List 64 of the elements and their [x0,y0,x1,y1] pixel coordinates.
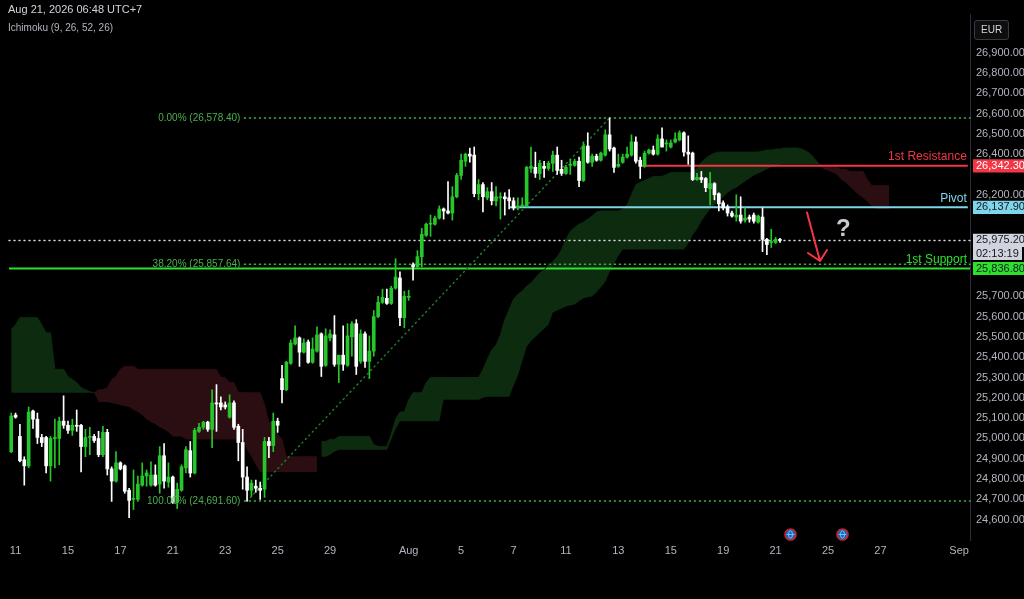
x-tick-label: 21 [166,543,179,556]
x-tick-label: 17 [114,543,127,556]
x-tick-label: 25 [271,543,284,556]
candlestick [267,437,271,459]
ref-line-label: 1st Support [905,251,968,266]
annotation: Ichimoku (9, 26, 52, 26) [8,22,114,34]
candlestick [411,262,415,281]
y-tick-label: 26,800.00 [976,65,1024,78]
y-tick-label: 25,500.00 [976,329,1024,342]
x-tick-label: 15 [664,543,677,556]
x-tick-label: 25 [821,543,835,556]
annotation: Aug 21, 2026 06:48 UTC+7 [8,3,143,16]
y-tick-label: 26,400.00 [976,147,1024,160]
x-tick-label: 15 [61,543,75,556]
y-tick-label: 26,200.00 [976,187,1024,200]
x-tick-label: 23 [219,543,232,556]
y-tick-label: 25,700.00 [976,289,1024,302]
annotation: ? [836,214,851,242]
y-tick-label: 24,600.00 [976,512,1024,525]
y-tick-label: 26,700.00 [976,86,1024,99]
y-tick-label: 25,100.00 [976,411,1024,424]
candlestick [738,196,743,224]
y-tick-label: 25,000.00 [976,431,1024,444]
y-tick-label: 26,600.00 [976,106,1024,119]
x-tick-label: 21 [769,543,782,556]
y-tick-label: 25,300.00 [976,370,1024,383]
x-tick-label: 11 [560,543,572,556]
candlestick [542,160,546,178]
x-tick-label: 27 [874,543,887,556]
x-tick-label: Sep [949,543,969,556]
y-tick-label: 25,975.20 [976,233,1024,246]
candlestick [708,172,712,206]
y-tick-label: 25,400.00 [976,350,1024,363]
series-label: 1st Resistance [888,149,968,164]
y-tick-label: 24,700.00 [976,492,1024,505]
y-tick-label: 26,900.00 [976,45,1024,58]
candlestick [502,192,507,216]
y-tick-label: 25,200.00 [976,390,1024,403]
text: EUR [974,20,1010,40]
candlestick [568,158,573,175]
series-label: Pivot [940,190,968,205]
candlestick [87,426,92,456]
candlestick [53,418,57,469]
candlestick [494,186,498,207]
y-tick-label: 26,137.90 [976,200,1024,213]
y-tick-label: 25,600.00 [976,309,1024,322]
y-tick-label: 25,836.80 [976,261,1024,274]
x-tick-label: 7 [510,543,517,556]
candlestick [769,228,774,248]
y-tick-label: 24,800.00 [976,472,1024,485]
x-tick-label: 5 [458,543,465,556]
ref-line-label: 0.00% (26,578.40) [158,111,241,123]
y-tick-label: 26,342.30 [976,158,1024,171]
x-tick-label: 19 [717,543,730,556]
text: 02:13:19 [973,247,1022,260]
x-tick-label: Aug [398,543,419,556]
candlestick [258,481,262,500]
y-tick-label: 24,900.00 [976,451,1024,464]
x-tick-label: 11 [9,543,22,556]
y-tick-label: 26,500.00 [976,126,1024,139]
x-tick-label: 13 [612,543,625,556]
x-tick-label: 29 [323,543,337,556]
candlestick [341,325,345,371]
ref-line-label: 38.20% (25,857.64) [152,258,241,270]
